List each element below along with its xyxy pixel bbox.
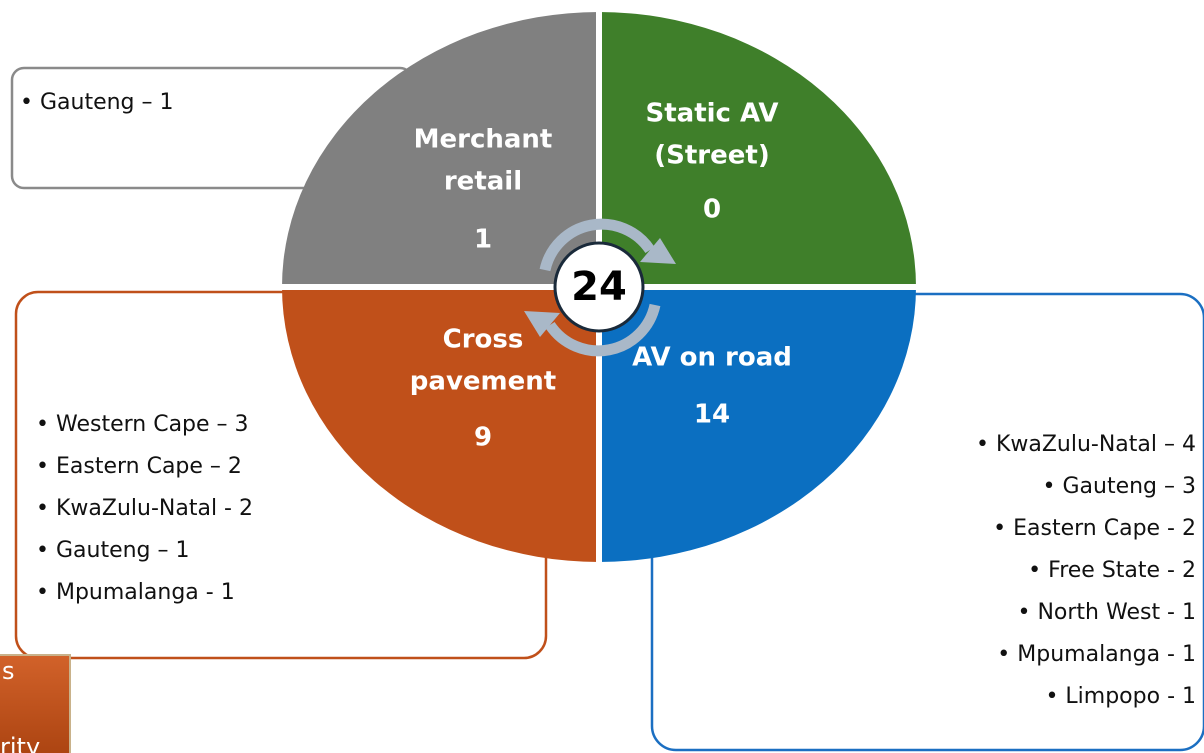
corner-text: rity <box>0 733 40 753</box>
list-item: • North West - 1 <box>1017 600 1196 625</box>
center-circle <box>553 241 645 333</box>
quadrant-label: Static AV <box>646 99 779 129</box>
list-item: • Eastern Cape – 2 <box>36 454 242 479</box>
bullet: • <box>36 496 56 521</box>
item-text: Eastern Cape – 2 <box>56 454 242 479</box>
quadrant-count: 0 <box>703 195 721 225</box>
list-item: • Limpopo - 1 <box>1045 684 1196 709</box>
quadrant-label: AV on road <box>632 343 792 373</box>
list-item: • Western Cape – 3 <box>36 412 249 437</box>
list-item: • Eastern Cape - 2 <box>993 516 1196 541</box>
bullet: • <box>36 538 56 563</box>
arrow-head <box>640 238 676 264</box>
total: 24 <box>571 264 627 310</box>
cycle-arrow <box>539 218 655 272</box>
quadrant-label: retail <box>444 167 522 197</box>
item-text: Gauteng – 1 <box>40 90 174 115</box>
item-text: Mpumalanga - 1 <box>56 580 235 605</box>
item-text: Limpopo - 1 <box>1065 684 1196 709</box>
quadrant-count: 14 <box>694 400 730 430</box>
quadrant-count: 1 <box>474 225 492 255</box>
arrow-head <box>524 311 560 337</box>
bullet: • <box>993 516 1013 541</box>
item-text: Gauteng – 1 <box>56 538 190 563</box>
list-item: • Gauteng – 1 <box>36 538 190 563</box>
quadrant-road <box>599 287 916 562</box>
corner-box <box>0 654 71 753</box>
quadrant-cross <box>282 287 599 562</box>
item-text: KwaZulu-Natal – 4 <box>996 432 1196 457</box>
quadrant-merchant <box>282 12 599 287</box>
list-item: • KwaZulu-Natal - 2 <box>36 496 253 521</box>
bullet: • <box>20 90 40 115</box>
list-item: • Gauteng – 3 <box>1042 474 1196 499</box>
bullet: • <box>36 454 56 479</box>
item-text: Mpumalanga - 1 <box>1017 642 1196 667</box>
quadrant-label: (Street) <box>654 141 769 171</box>
quadrant-label: pavement <box>410 367 556 397</box>
item-text: North West - 1 <box>1037 600 1196 625</box>
item-text: Western Cape – 3 <box>56 412 249 437</box>
bullet: • <box>976 432 996 457</box>
item-text: Eastern Cape - 2 <box>1013 516 1196 541</box>
quadrant-static <box>599 12 916 287</box>
item-text: KwaZulu-Natal - 2 <box>56 496 253 521</box>
bullet: • <box>997 642 1017 667</box>
item-text: Gauteng – 3 <box>1062 474 1196 499</box>
list-item: • Free State - 2 <box>1028 558 1196 583</box>
bullet: • <box>36 412 56 437</box>
list-item: • Gauteng – 1 <box>20 90 174 115</box>
bullet: • <box>1017 600 1037 625</box>
item-text: Free State - 2 <box>1048 558 1196 583</box>
bullet: • <box>1042 474 1062 499</box>
quadrant-label: Merchant <box>414 125 553 155</box>
bullet: • <box>1028 558 1048 583</box>
bullet: • <box>36 580 56 605</box>
corner-text: s <box>2 657 15 685</box>
quadrant-chart <box>275 5 925 570</box>
cycle-arrow <box>545 303 661 357</box>
list-item: • Mpumalanga - 1 <box>36 580 235 605</box>
quadrant-count: 9 <box>474 423 492 453</box>
bullet: • <box>1045 684 1065 709</box>
list-item: • KwaZulu-Natal – 4 <box>976 432 1196 457</box>
quadrant-label: Cross <box>443 325 524 355</box>
list-item: • Mpumalanga - 1 <box>997 642 1196 667</box>
